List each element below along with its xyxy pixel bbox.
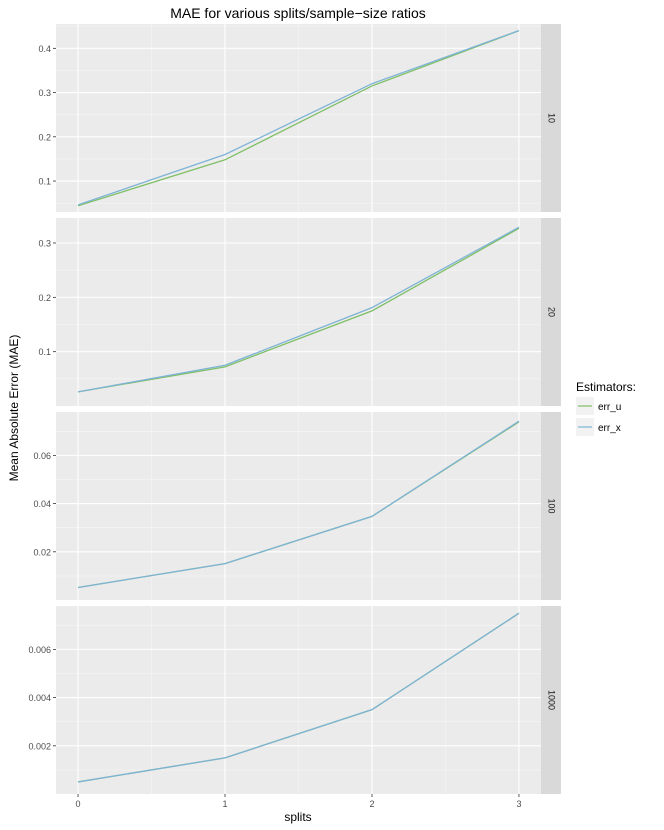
legend-label-err-u: err_u [598, 402, 621, 413]
series-line-err-u [77, 30, 520, 207]
y-tick-label: 0.1 [38, 177, 51, 187]
facet-strip [541, 412, 561, 600]
facet-strip [541, 24, 561, 212]
facet-strip-label: 20 [547, 307, 557, 317]
series-line-err-x [77, 30, 520, 206]
y-tick-label: 0.002 [28, 741, 51, 751]
legend-title: Estimators: [576, 380, 636, 394]
legend-item-err-x: err_x [576, 418, 621, 436]
y-tick-label: 0.4 [38, 44, 51, 54]
series-line-err-u [77, 227, 520, 393]
facet-strip-label: 10 [547, 113, 557, 123]
chart-title: MAE for various splits/sample−size ratio… [170, 5, 426, 21]
legend-label-err-x: err_x [598, 423, 621, 434]
panel-10: 0.1 0.2 0.3 0.4 10 [38, 24, 561, 212]
panel-1000: 0.002 0.004 0.006 1000 0 1 2 3 [28, 606, 561, 809]
y-tick-label: 0.3 [38, 238, 51, 248]
x-axis-label: splits [284, 810, 311, 824]
legend-item-err-u: err_u [576, 397, 621, 415]
y-tick-label: 0.004 [28, 693, 51, 703]
y-tick-label: 0.1 [38, 347, 51, 357]
y-tick-label: 0.2 [38, 293, 51, 303]
facet-strip-label: 100 [547, 498, 557, 513]
series-line-err-x [77, 420, 520, 589]
y-tick-label: 0.006 [28, 645, 51, 655]
facet-strip [541, 218, 561, 406]
x-tick-label: 3 [516, 799, 521, 809]
panels-group: 0.10.20.30.4100.10.20.3200.020.040.06100… [28, 24, 561, 809]
y-tick-label: 0.3 [38, 88, 51, 98]
panel-20: 0.1 0.2 0.3 20 [38, 218, 561, 406]
series-line-err-x [77, 226, 520, 393]
facet-strip-label: 1000 [547, 690, 557, 710]
x-tick-label: 2 [369, 799, 374, 809]
legend: Estimators: err_u err_x [576, 380, 636, 436]
panel-100: 0.02 0.04 0.06 100 [33, 412, 561, 600]
facet-strip [541, 606, 561, 794]
y-tick-label: 0.02 [33, 547, 51, 557]
y-tick-label: 0.04 [33, 499, 51, 509]
series-line-err-x [77, 612, 520, 783]
x-tick-label: 0 [76, 799, 81, 809]
y-tick-label: 0.2 [38, 132, 51, 142]
y-axis-label: Mean Absolute Error (MAE) [7, 335, 21, 482]
x-tick-label: 1 [223, 799, 228, 809]
y-tick-label: 0.06 [33, 451, 51, 461]
